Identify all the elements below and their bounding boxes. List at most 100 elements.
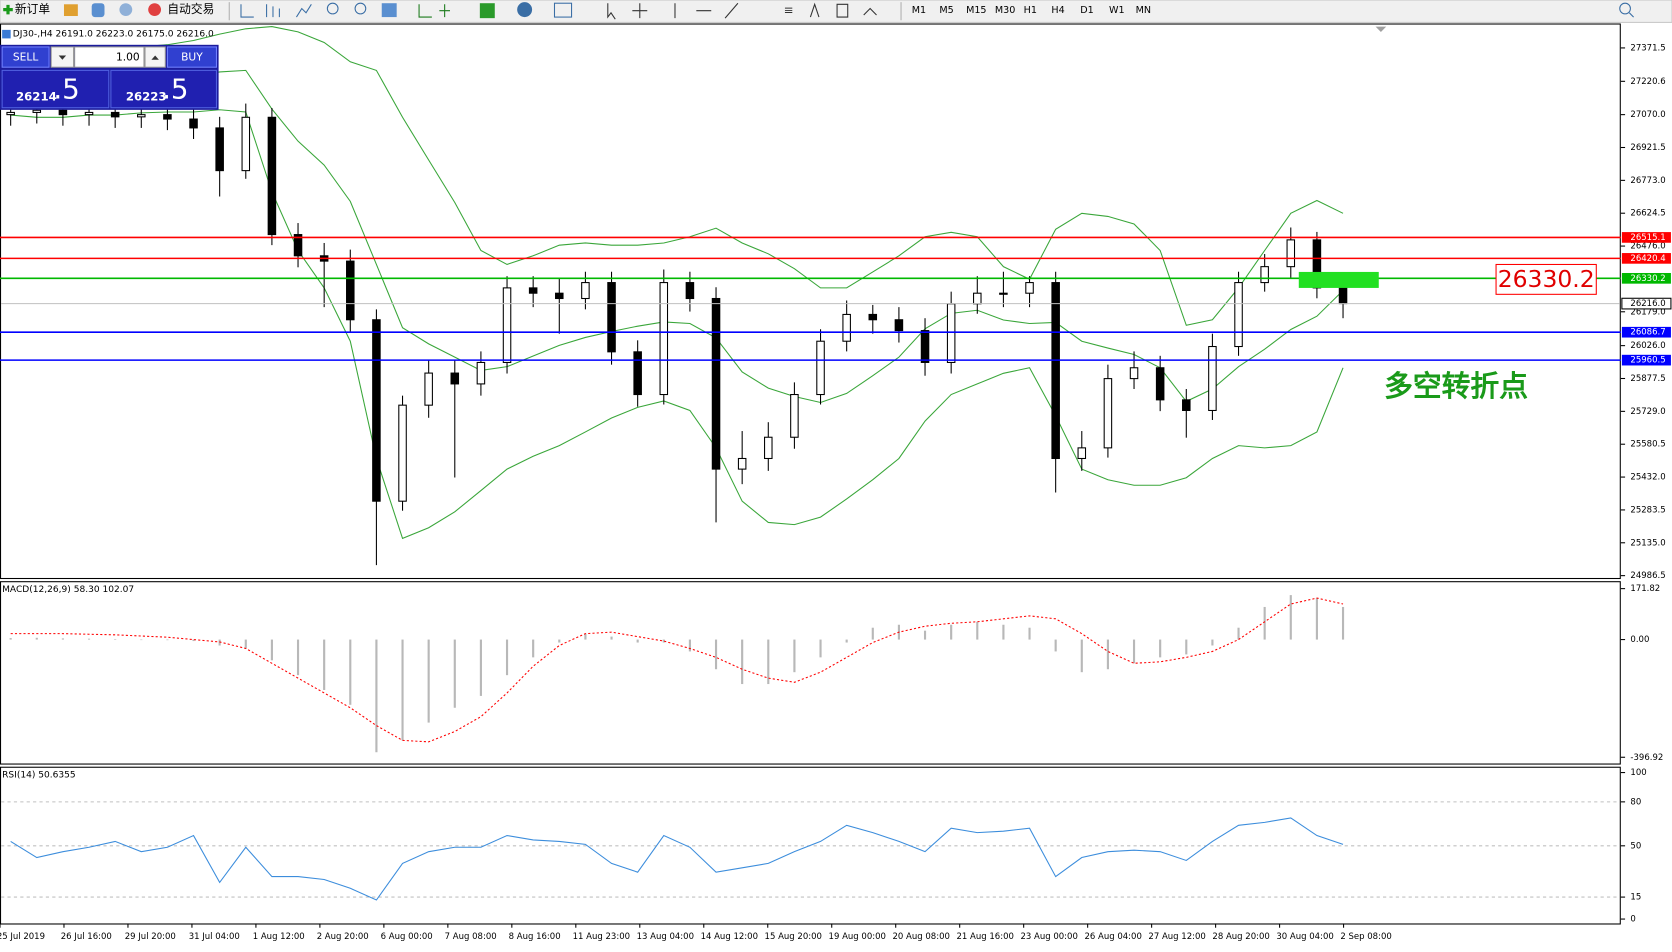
candle-body [607,282,616,353]
trade-panel: SELL 1.00 BUY 26214 .5 26223 .5 [0,44,219,110]
candle-body [6,111,15,116]
timeframe-button[interactable]: M5 [939,5,953,16]
macd-bar [270,639,273,661]
new-order-label: 新订单 [15,2,50,16]
icon[interactable] [119,3,133,17]
candle-body [1286,239,1296,268]
candle-body [215,127,224,172]
candle-body [502,287,512,363]
price-tick-label: 25283.5 [1630,505,1665,515]
timeframe-button[interactable]: M1 [912,5,926,16]
macd-signal [10,597,1344,743]
icon[interactable] [91,3,105,18]
template-icon[interactable] [553,2,573,18]
price-tick-label: 26624.5 [1630,209,1665,219]
sell-label: SELL [13,51,38,64]
date-label: 26 Jul 16:00 [61,932,112,942]
date-label: 15 Aug 20:00 [765,932,822,942]
rsi-label: RSI(14) 50.6355 [2,771,76,781]
candle-body [398,404,407,502]
timeframe-button[interactable]: H4 [1051,5,1064,16]
timeframe-button[interactable]: M15 [966,5,986,16]
candle-body [450,372,460,385]
timeframe-button[interactable]: MN [1136,5,1151,16]
timeframe-button[interactable]: M30 [995,5,1015,16]
level-label: 26420.4 [1630,254,1665,264]
rsi-chart [1,801,1620,901]
icon[interactable] [63,4,78,17]
macd-bar [375,639,378,753]
candle-body [293,234,303,257]
zoom-in-icon[interactable] [326,2,339,15]
macd-bar [479,639,482,696]
rsi-tick-label: 15 [1630,893,1641,903]
rsi-line [10,817,1344,901]
macd-bar [427,639,430,723]
scroll-icons[interactable] [418,4,450,18]
timeframe-button[interactable]: H1 [1024,5,1037,16]
buy-button[interactable] [166,46,217,68]
panels [0,23,1621,925]
chart-type-icons[interactable] [240,4,312,18]
rsi-tick-label: 80 [1630,797,1641,807]
price-tick-label: 27220.6 [1630,77,1665,87]
macd-bar [819,639,822,658]
drawing-tools[interactable] [607,2,739,20]
candle-body [32,109,42,113]
new-order-button[interactable]: 新订单 [3,2,50,16]
search-icon[interactable] [1619,2,1631,15]
period-icon[interactable] [517,2,533,18]
date-label: 25 Jul 2019 [0,932,45,942]
price-tick-label: 26476.0 [1630,242,1665,252]
fibo-icon[interactable]: ≡ [784,3,794,17]
rsi-tick-label: 100 [1630,768,1646,778]
volume-field[interactable] [74,46,145,68]
macd-bar [140,639,143,641]
toolbar: 新订单 自动交易 ≡ M1 M5 M15 M30 H1 H4 D1 W1 MN [0,0,1672,33]
price-tick-label: 26921.5 [1630,143,1665,153]
price-tick-label: 24986.5 [1630,571,1665,581]
tile-icon[interactable] [381,3,397,18]
sell-button[interactable] [1,46,50,68]
level-tag [1621,354,1671,366]
timeframe-button[interactable]: W1 [1109,5,1125,16]
candle-body [267,116,277,236]
plus-icon [3,4,13,15]
candle-body [999,292,1008,295]
date-label: 2 Sep 08:00 [1340,932,1391,942]
volume-value: 1.00 [116,51,140,64]
current-price-tag [1621,297,1672,310]
macd-tick-label: 0.00 [1630,635,1649,645]
macd-bar [1263,606,1266,640]
macd-bar [532,639,535,658]
zoom-out-icon[interactable] [354,2,367,15]
macd-label: MACD(12,26,9) 58.30 102.07 [2,585,134,595]
date-label: 21 Aug 16:00 [956,932,1013,942]
timeframe-button[interactable]: D1 [1080,5,1093,16]
macd-bar [1028,627,1031,640]
buy-price-box[interactable] [110,69,217,109]
macd-bar [1341,606,1345,640]
macd-bar [9,638,12,640]
callout-box [1495,263,1597,295]
date-label: 7 Aug 08:00 [445,932,497,942]
candle-body [868,313,878,321]
candle-body [816,340,825,396]
sell-price-box[interactable] [1,69,110,109]
date-label: 13 Aug 04:00 [637,932,694,942]
level-label: 26330.2 [1630,274,1665,284]
candle-body [1260,266,1269,284]
macd-bar [1106,639,1109,670]
indicator-icon[interactable] [479,3,495,19]
candle-body [555,292,564,300]
tools-icons[interactable] [809,2,877,18]
candle-body [1208,345,1217,412]
candle-body [920,330,930,363]
candle-body [764,436,773,460]
price-tick-label: 27371.5 [1630,43,1665,53]
candle-body [581,282,590,300]
candle-body [790,394,799,438]
macd-bar [976,621,979,640]
auto-trading-button[interactable]: 自动交易 [148,2,214,16]
macd-bar [1054,639,1057,652]
